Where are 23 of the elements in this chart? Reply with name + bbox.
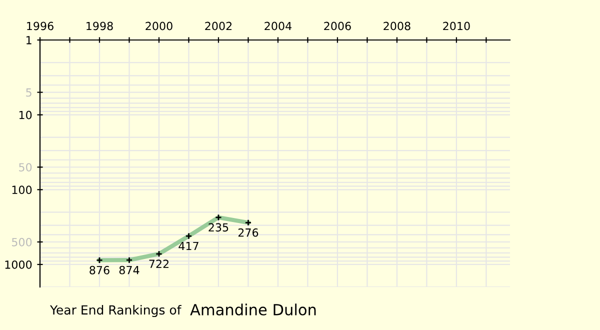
x-tick-label: 2010 [443,22,470,30]
x-tick-label: 1998 [86,22,113,30]
y-tick-label: 500 [12,238,32,246]
y-tick-label: 1000 [5,260,32,269]
data-label: 417 [178,242,198,250]
y-tick-label: 50 [19,163,32,172]
y-tick-label: 1 [26,36,32,44]
text: Amandine Dulon [190,304,316,316]
x-tick-label: 2000 [146,22,172,30]
data-label: 722 [149,260,168,268]
data-label: 276 [238,228,258,237]
data-label: 874 [119,266,140,274]
x-tick-label: 2002 [205,22,232,30]
x-tick-label: 2006 [324,22,351,30]
x-tick-label: 2008 [384,22,410,30]
text: Year End Rankings of [50,304,182,318]
data-label: 876 [90,266,110,274]
data-label: 235 [208,223,228,232]
y-tick-label: 5 [26,88,32,97]
y-tick-label: 100 [12,186,32,194]
x-tick-label: 2004 [264,22,292,30]
y-tick-label: 10 [19,110,32,120]
x-tick-label: 1996 [27,22,54,30]
